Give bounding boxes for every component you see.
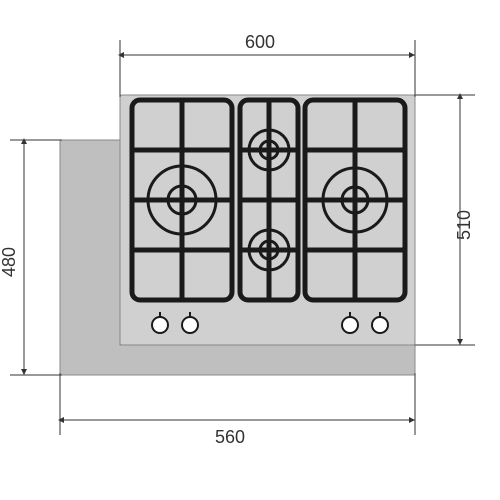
dimension-label: 480 bbox=[0, 247, 19, 277]
cooktop-technical-drawing: 600 560 510 480 bbox=[0, 0, 500, 500]
dimension-label: 560 bbox=[215, 427, 245, 447]
knob-icon bbox=[152, 317, 168, 333]
dimension-label: 510 bbox=[454, 210, 474, 240]
dimension-label: 600 bbox=[245, 32, 275, 52]
knob-icon bbox=[182, 317, 198, 333]
knob-icon bbox=[372, 317, 388, 333]
knob-icon bbox=[342, 317, 358, 333]
